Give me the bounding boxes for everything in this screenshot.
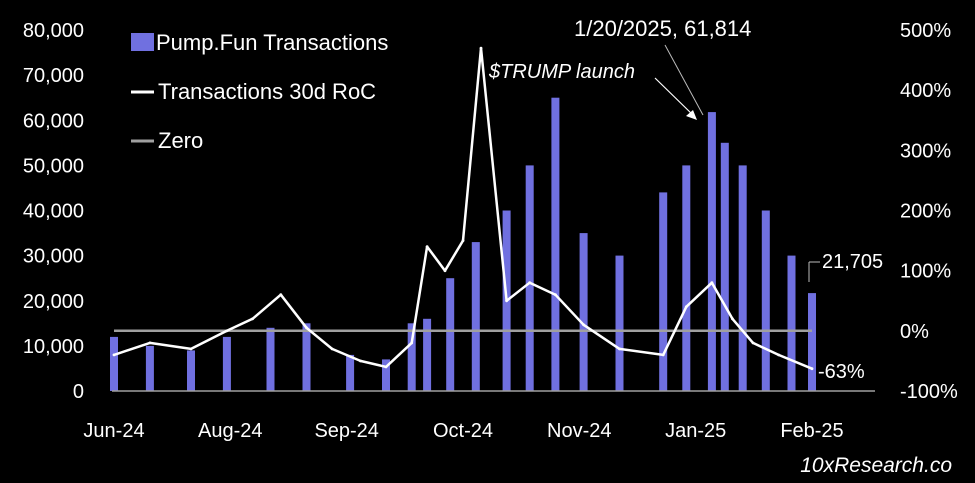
bar-21 <box>738 165 747 391</box>
roc-point-1 <box>148 341 152 345</box>
roc-point-18 <box>582 323 585 327</box>
bar-18 <box>682 165 691 391</box>
bar-8 <box>407 323 416 391</box>
bar-end-label: 21,705 <box>822 251 883 273</box>
right-tick-label-4: 300% <box>900 140 951 162</box>
roc-point-25 <box>777 353 780 357</box>
roc-point-2 <box>189 347 193 351</box>
right-tick-label-2: 100% <box>900 261 951 283</box>
left-tick-label-8: 80,000 <box>23 20 84 42</box>
legend: Pump.Fun Transactions Transactions 30d R… <box>131 30 388 153</box>
bar-9 <box>423 318 432 391</box>
bar-10 <box>446 278 455 391</box>
peak-annotation-leader <box>664 44 704 116</box>
bar-23 <box>787 255 796 391</box>
roc-point-6 <box>305 326 308 330</box>
right-tick-label-5: 400% <box>900 80 951 102</box>
left-tick-label-5: 50,000 <box>23 155 84 177</box>
roc-point-5 <box>279 293 283 297</box>
roc-point-16 <box>528 281 532 285</box>
left-tick-label-7: 70,000 <box>23 65 84 87</box>
roc-point-24 <box>751 341 755 345</box>
bar-6 <box>346 354 355 391</box>
trump-arrow-head <box>686 110 697 120</box>
bar-3 <box>222 336 231 391</box>
roc-point-3 <box>225 329 229 333</box>
trump-annotation: $TRUMP launch <box>488 61 635 83</box>
legend-swatch-bars <box>131 33 154 51</box>
footer-source: 10xResearch.co <box>800 454 952 477</box>
bar-20 <box>720 142 729 391</box>
left-tick-label-1: 10,000 <box>23 336 84 358</box>
bar-7 <box>382 359 390 391</box>
roc-point-15 <box>505 299 508 303</box>
right-tick-label-3: 200% <box>900 201 951 223</box>
bar-19 <box>707 112 716 391</box>
bar-4 <box>266 327 275 391</box>
roc-point-22 <box>710 281 714 285</box>
bar-0 <box>110 336 118 391</box>
left-tick-label-4: 40,000 <box>23 201 84 223</box>
bar-5 <box>302 323 311 391</box>
legend-label-bars: Pump.Fun Transactions <box>156 30 388 55</box>
x-tick-label-5: Jan-25 <box>665 420 726 442</box>
legend-label-zero: Zero <box>158 128 203 153</box>
left-tick-label-6: 60,000 <box>23 110 84 132</box>
bar-15 <box>579 233 588 391</box>
bar-1 <box>145 345 154 391</box>
roc-line-series <box>112 46 814 371</box>
roc-point-14 <box>479 46 483 50</box>
roc-point-12 <box>443 269 447 273</box>
roc-point-10 <box>410 341 414 345</box>
bar-17 <box>659 192 668 391</box>
roc-point-23 <box>731 317 734 321</box>
x-tick-label-2: Sep-24 <box>314 420 379 442</box>
bar-13 <box>525 165 534 391</box>
roc-point-21 <box>684 305 688 309</box>
x-tick-label-1: Aug-24 <box>198 420 263 442</box>
roc-point-19 <box>618 347 621 351</box>
bar-14 <box>551 97 560 391</box>
right-axis: -100% 0% 100% 200% 300% 400% 500% <box>900 20 958 403</box>
annotations: 1/20/2025, 61,814 $TRUMP launch 21,705 -… <box>488 16 883 383</box>
roc-point-13 <box>461 239 465 243</box>
legend-label-roc: Transactions 30d RoC <box>158 79 376 104</box>
roc-point-4 <box>251 317 255 321</box>
bar-16 <box>615 255 624 391</box>
bar-11 <box>471 242 480 391</box>
roc-point-7 <box>330 347 334 351</box>
right-tick-label-0: -100% <box>900 381 958 403</box>
x-axis: Jun-24 Aug-24 Sep-24 Oct-24 Nov-24 Jan-25 Feb-… <box>83 420 843 442</box>
roc-point-11 <box>425 245 429 249</box>
bar-2 <box>187 350 195 391</box>
bar-22 <box>761 210 770 391</box>
roc-point-0 <box>112 353 116 357</box>
roc-point-9 <box>384 365 388 369</box>
x-tick-label-4: Nov-24 <box>547 420 611 442</box>
roc-point-17 <box>554 293 557 297</box>
x-tick-label-3: Oct-24 <box>433 420 493 442</box>
x-tick-label-0: Jun-24 <box>83 420 144 442</box>
right-tick-label-6: 500% <box>900 20 951 42</box>
roc-point-8 <box>359 359 362 363</box>
roc-point-26 <box>810 367 814 371</box>
left-axis: 0 10,000 20,000 30,000 40,000 50,000 60,000 70,… <box>23 20 84 403</box>
roc-point-20 <box>661 353 665 357</box>
left-tick-label-0: 0 <box>73 381 84 403</box>
line-end-label: -63% <box>818 361 865 383</box>
x-tick-label-6: Feb-25 <box>780 420 843 442</box>
peak-annotation: 1/20/2025, 61,814 <box>574 16 751 41</box>
bar-24 <box>808 293 816 391</box>
right-tick-label-1: 0% <box>900 321 929 343</box>
left-tick-label-2: 20,000 <box>23 291 84 313</box>
left-tick-label-3: 30,000 <box>23 246 84 268</box>
trump-arrow-shaft <box>654 77 695 117</box>
